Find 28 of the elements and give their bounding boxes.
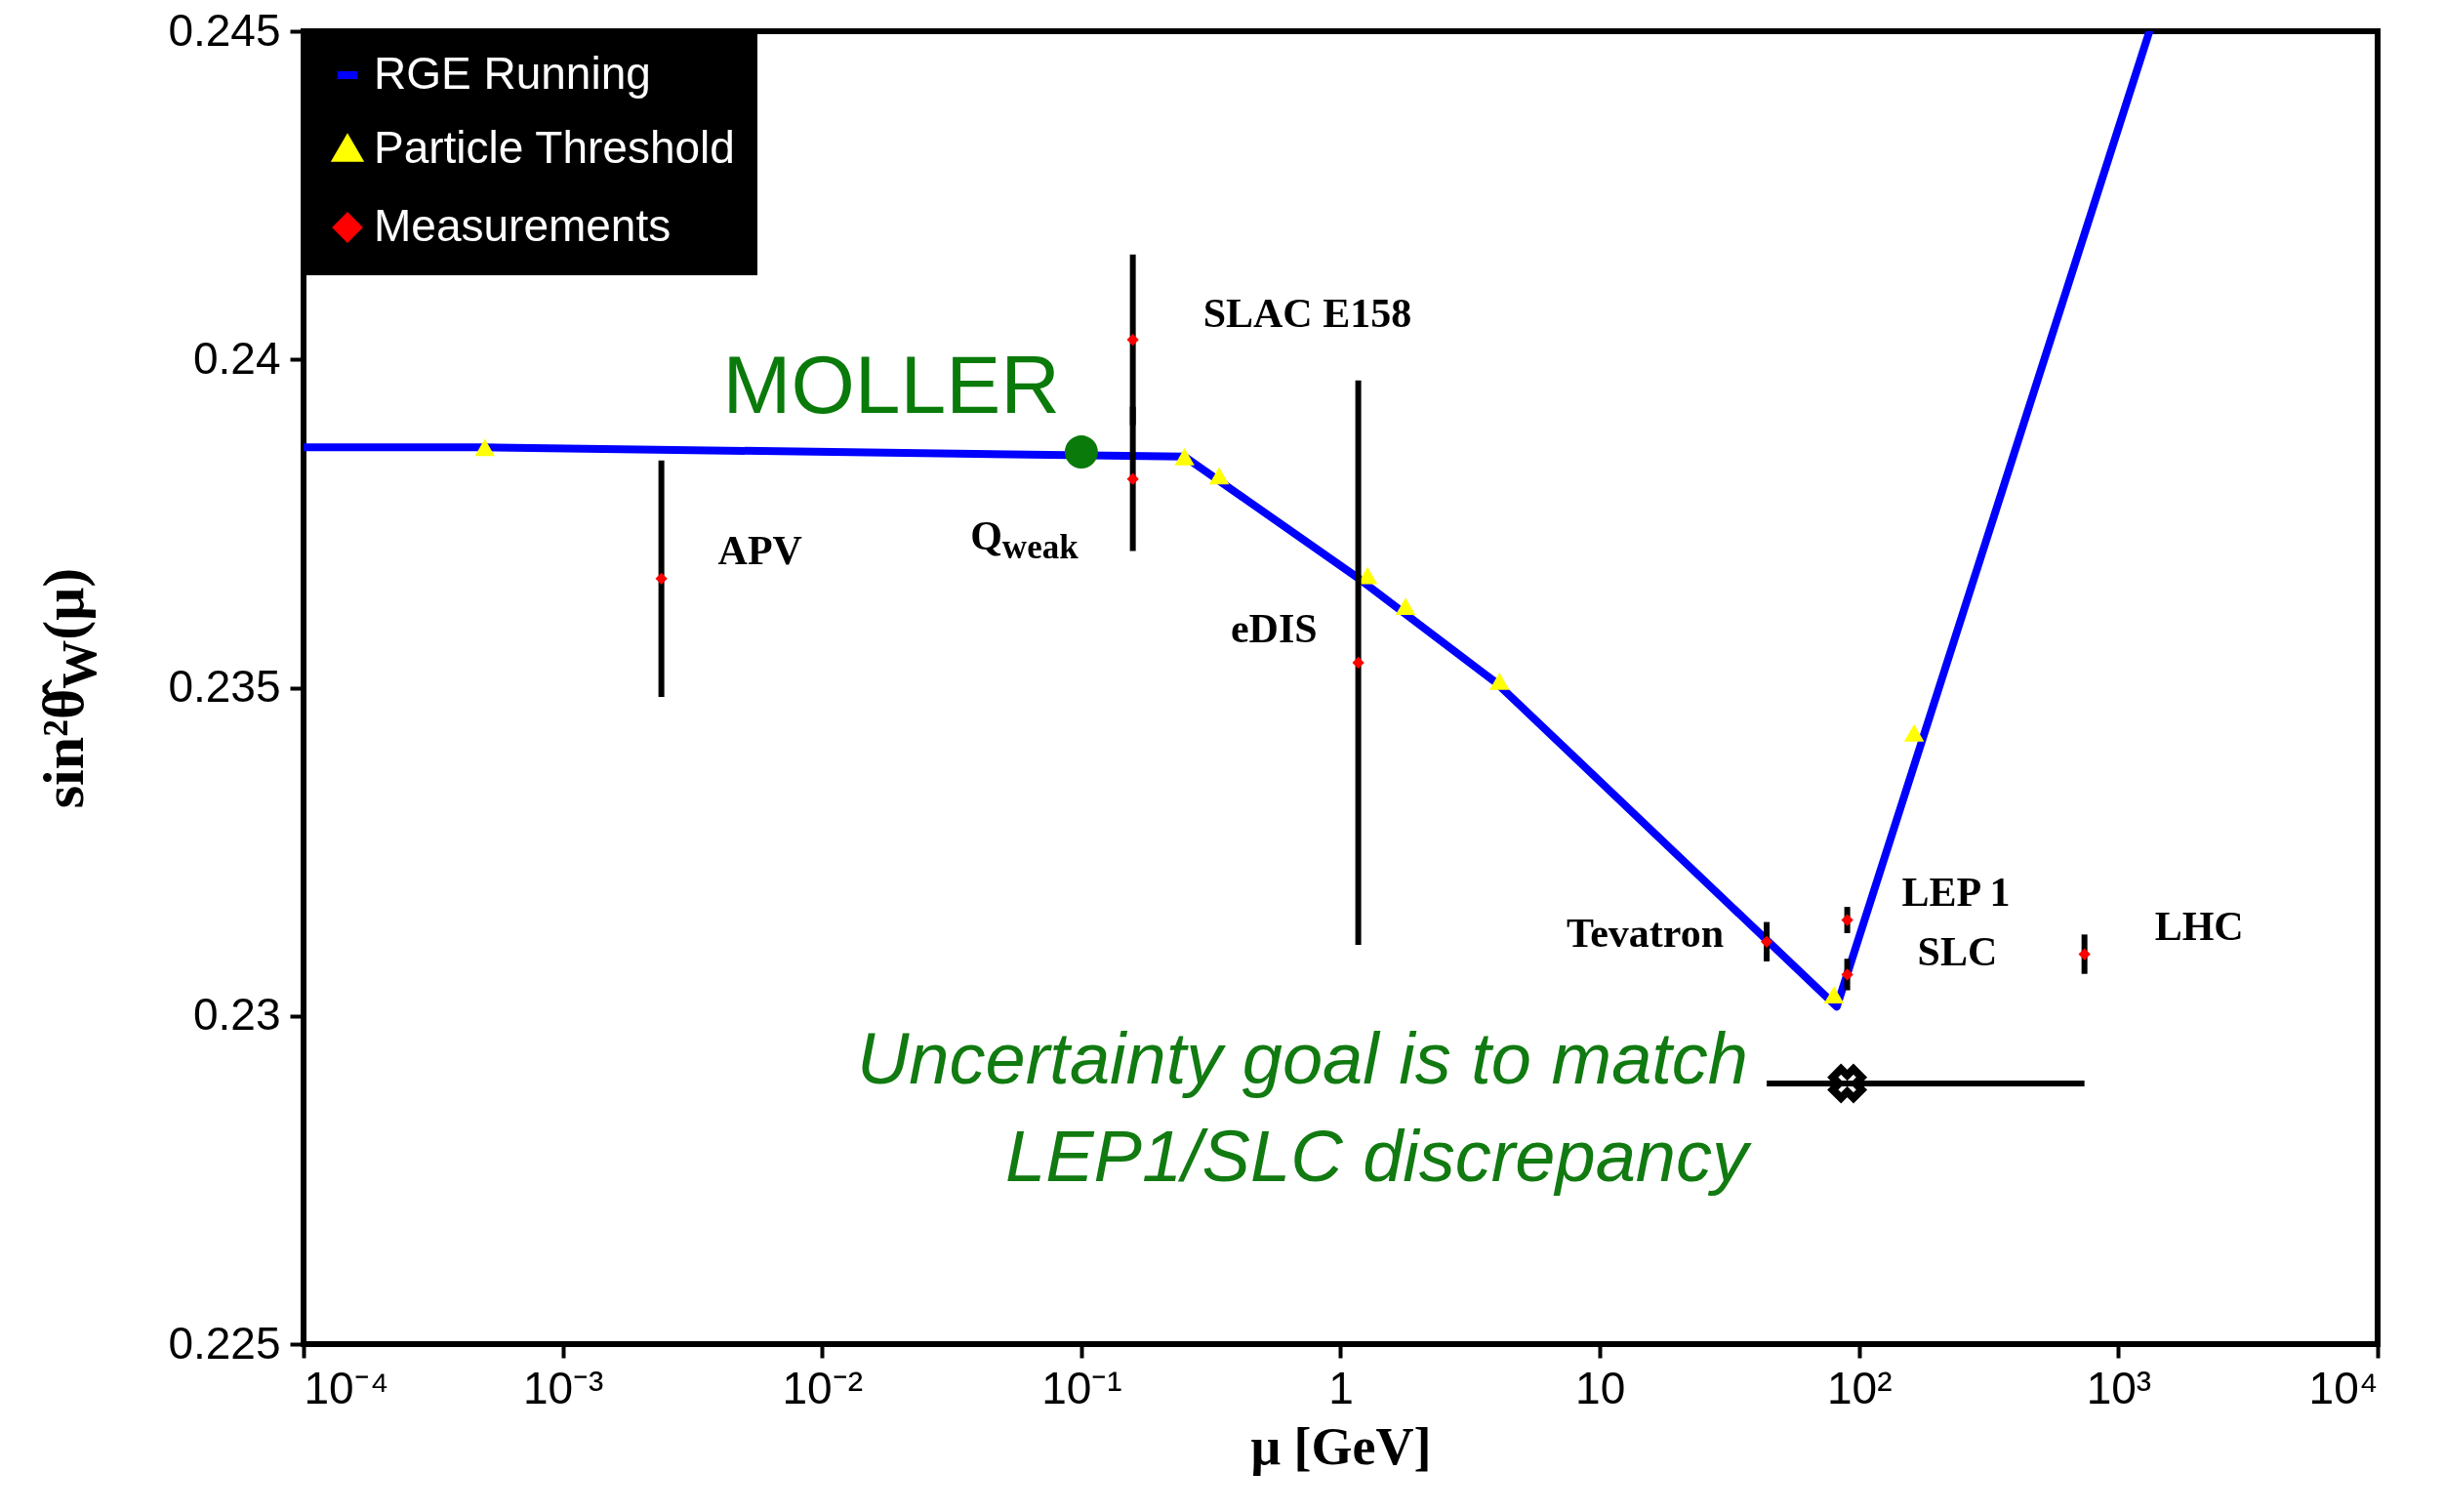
x-tick-label: 10⁻³ — [522, 1362, 604, 1413]
y-tick-label: 0.24 — [192, 332, 281, 384]
x-tick-label: 10⁻² — [782, 1362, 863, 1413]
annotation: APV — [717, 527, 802, 573]
annotation: Uncertainty goal is to match LEP1/SLC discrepancy — [856, 1018, 1752, 1197]
x-tick-label: 10² — [1827, 1362, 1893, 1413]
x-tick-label: 10⁴ — [2308, 1362, 2379, 1413]
x-tick-label: 10³ — [2086, 1362, 2152, 1413]
x-axis-title: μ [GeV] — [1250, 1416, 1432, 1476]
annotation: SLAC E158 — [1202, 291, 1412, 337]
x-tick-label: 10 — [1575, 1362, 1626, 1413]
legend-label: Measurements — [374, 200, 672, 251]
annotation: LEP 1 — [1901, 869, 2011, 915]
annotation: Tevatron — [1567, 910, 1725, 956]
y-tick-label: 0.245 — [168, 4, 281, 56]
series-label: MOLLER — [722, 339, 1060, 431]
annotation: SLC — [1917, 929, 1998, 975]
x-tick-label: 10⁻⁴ — [304, 1362, 389, 1413]
annotation: LHC — [2154, 903, 2244, 949]
y-tick-label: 0.235 — [168, 661, 281, 712]
x-tick-label: 1 — [1328, 1362, 1354, 1413]
annotation: eDIS — [1230, 605, 1318, 651]
legend-label: RGE Running — [374, 48, 651, 99]
y-tick-label: 0.23 — [192, 989, 281, 1041]
y-tick-label: 0.225 — [168, 1317, 281, 1369]
x-tick-label: 10⁻¹ — [1041, 1362, 1122, 1413]
annotation: Q$_{weak}$ — [970, 511, 1079, 567]
legend-label: Particle Threshold — [374, 122, 735, 173]
